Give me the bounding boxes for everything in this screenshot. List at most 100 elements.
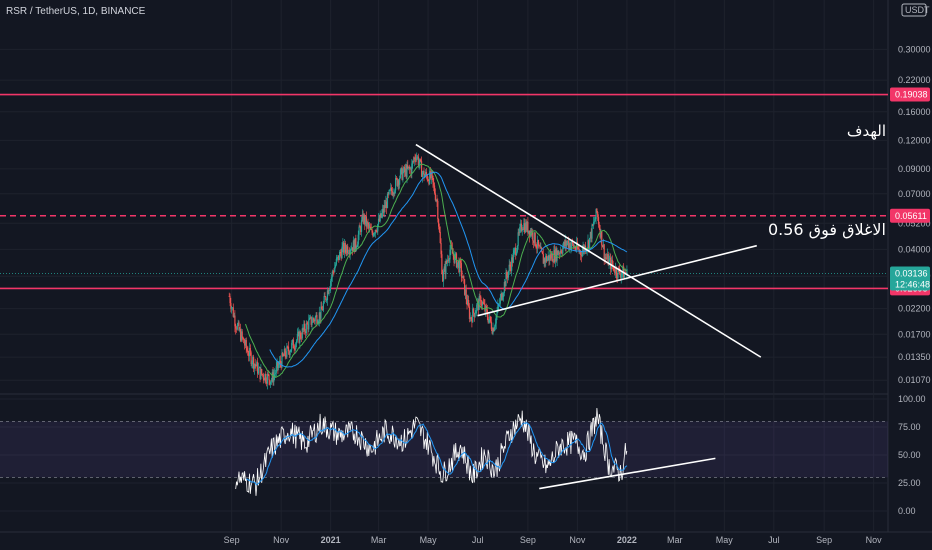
candle-body xyxy=(347,252,350,254)
candle-body xyxy=(548,255,550,261)
candle-body xyxy=(588,240,590,249)
candle-body xyxy=(378,218,380,222)
candle-body xyxy=(235,328,238,330)
candle-body xyxy=(265,374,267,382)
price-tick-label: 0.05200 xyxy=(898,218,931,228)
candle-body xyxy=(253,363,255,369)
candle-body xyxy=(489,316,492,322)
candle-body xyxy=(265,381,268,384)
candle-body xyxy=(593,221,596,223)
candle-body xyxy=(420,159,422,162)
candle-body xyxy=(502,292,505,297)
candle-body xyxy=(606,254,609,259)
candle-body xyxy=(389,189,391,191)
candle-body xyxy=(426,175,428,181)
candle-body xyxy=(590,231,592,239)
candle-body xyxy=(440,243,442,255)
candle-body xyxy=(524,222,527,233)
candle-body xyxy=(490,321,492,330)
candle-body xyxy=(408,166,411,169)
candle-body xyxy=(330,280,332,288)
candle-body xyxy=(607,254,609,266)
candle-body xyxy=(459,260,462,263)
candle-body xyxy=(331,271,333,278)
candle-body xyxy=(422,171,424,173)
candle-body xyxy=(494,326,496,332)
time-tick-label: Sep xyxy=(224,535,240,545)
candle-body xyxy=(230,303,232,309)
candle-body xyxy=(364,215,366,225)
candle-body xyxy=(351,247,354,251)
candle-body xyxy=(601,245,604,248)
candle-body xyxy=(432,175,434,183)
candle-body xyxy=(430,171,432,179)
symbol-title: RSR / TetherUS, 1D, BINANCE xyxy=(6,6,146,17)
candle-body xyxy=(471,318,473,323)
candle-body xyxy=(512,253,514,263)
candle-body xyxy=(594,219,596,222)
candle-body xyxy=(316,315,318,324)
candle-body xyxy=(534,232,536,246)
candle-body xyxy=(456,262,458,268)
candle-body xyxy=(249,348,251,353)
candle-body xyxy=(329,287,331,291)
candle-body xyxy=(340,253,342,259)
candle-body xyxy=(503,281,505,293)
candle-body xyxy=(348,252,350,254)
candle-body xyxy=(231,307,234,309)
candle-body xyxy=(287,346,289,348)
candle-body xyxy=(319,312,321,319)
target-annotation: الهدف xyxy=(847,122,886,140)
candle-body xyxy=(480,296,482,306)
time-tick-label: May xyxy=(420,535,438,545)
candle-body xyxy=(597,217,600,225)
candle-body xyxy=(390,187,393,192)
candle-body xyxy=(248,355,250,357)
candle-body xyxy=(521,228,523,231)
candle-body xyxy=(349,250,351,254)
candle-body xyxy=(362,214,364,223)
candle-body xyxy=(392,193,394,196)
candle-body xyxy=(603,244,605,260)
candle-body xyxy=(618,267,620,269)
candle-body xyxy=(343,242,346,253)
candle-body xyxy=(343,242,345,253)
candle-body xyxy=(324,296,326,297)
candle-body xyxy=(423,171,425,178)
candle-body xyxy=(367,221,369,225)
price-candles xyxy=(228,152,628,390)
candle-body xyxy=(504,281,506,287)
candle-body xyxy=(459,260,461,272)
candle-body xyxy=(252,356,254,363)
candle-body xyxy=(444,266,446,275)
candle-body xyxy=(246,348,248,351)
candle-body xyxy=(498,303,501,305)
candle-body xyxy=(267,373,269,375)
candle-body xyxy=(494,323,497,327)
candle-body xyxy=(277,362,279,368)
candle-body xyxy=(467,300,469,305)
candle-body xyxy=(386,201,388,209)
candle-body xyxy=(406,165,408,178)
candle-body xyxy=(601,230,603,246)
candle-body xyxy=(339,251,341,261)
candle-body xyxy=(401,167,403,180)
target-badge-text: 0.19038 xyxy=(895,90,928,100)
time-tick-label: Mar xyxy=(371,535,387,545)
candle-body xyxy=(576,242,579,249)
candle-body xyxy=(538,245,540,247)
candle-body xyxy=(261,368,263,375)
candle-body xyxy=(276,362,278,367)
candle-body xyxy=(235,326,237,329)
candle-body xyxy=(539,245,541,249)
candle-body xyxy=(231,307,233,309)
candle-body xyxy=(384,205,386,208)
axes: 0.30000 0.22000 0.16000 0.12000 0.09000 0.070… xyxy=(224,3,931,545)
candle-body xyxy=(303,323,305,330)
candle-body xyxy=(338,255,340,261)
candle-body xyxy=(359,226,361,228)
candle-body xyxy=(370,229,372,231)
candle-body xyxy=(315,315,317,317)
candle-body xyxy=(421,172,423,177)
